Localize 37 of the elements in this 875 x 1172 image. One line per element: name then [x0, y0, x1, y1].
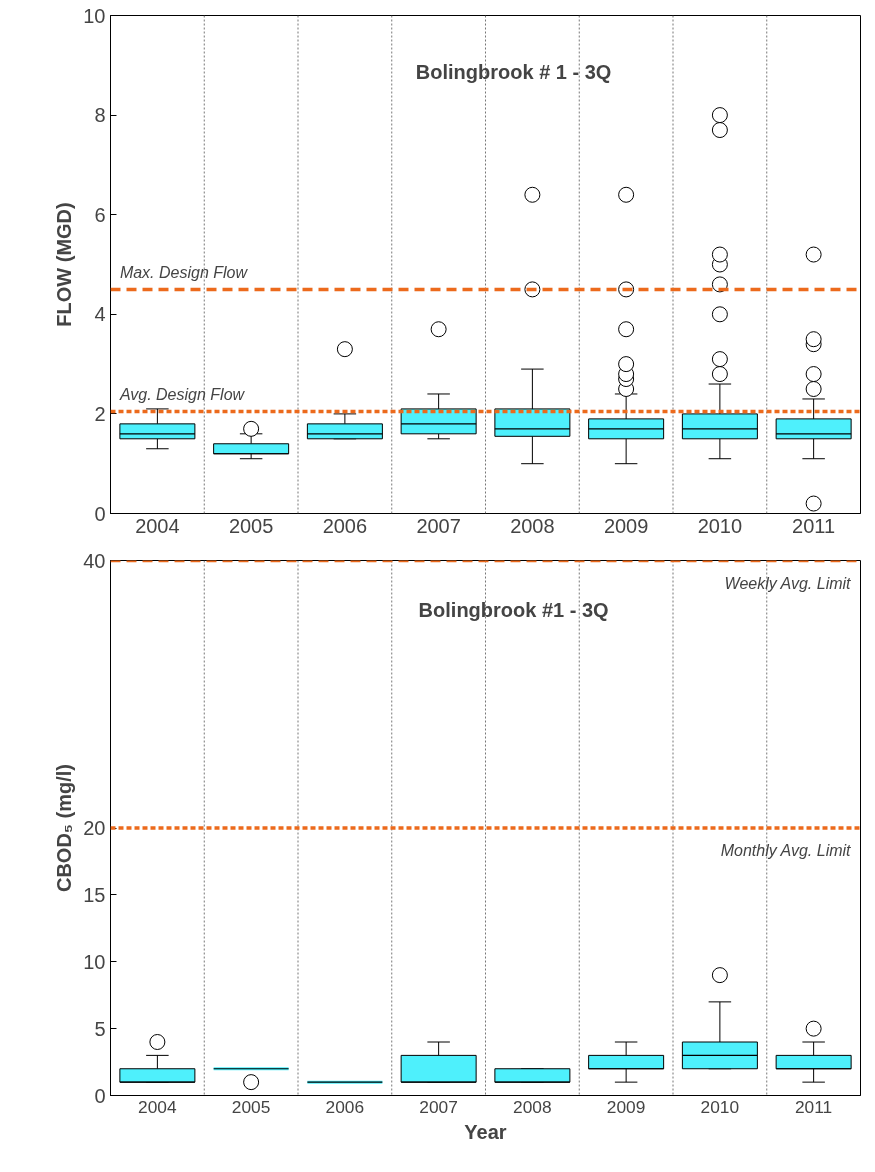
- ref-line-label: Max. Design Flow: [119, 264, 249, 282]
- ref-line-label: Weekly Avg. Limit: [724, 574, 852, 592]
- x-tick-label: 2006: [325, 1096, 365, 1117]
- y-axis-title: CBOD₅ (mg/l): [53, 763, 76, 893]
- y-tick-label: 8: [94, 104, 106, 127]
- x-tick-label: 2009: [603, 514, 649, 537]
- x-tick-label: 2011: [792, 514, 836, 537]
- y-axis-title: FLOW (MGD): [53, 202, 76, 327]
- y-tick-label: 5: [94, 1017, 106, 1040]
- x-tick-label: 2004: [138, 1096, 178, 1117]
- y-tick-label: 10: [83, 950, 106, 973]
- y-tick-label: 0: [94, 502, 106, 525]
- y-tick-label: 40: [83, 549, 106, 572]
- text: Bolingbrook #1 - 3Q: [418, 598, 609, 621]
- x-tick-label: 2011: [794, 1096, 833, 1117]
- y-tick-label: 2: [94, 402, 106, 425]
- ref-line-label: Monthly Avg. Limit: [720, 842, 852, 859]
- y-tick-label: 15: [83, 883, 106, 906]
- y-tick-label: 20: [83, 817, 106, 839]
- x-tick-label: 2009: [606, 1096, 646, 1117]
- y-tick-label: 4: [94, 303, 106, 326]
- x-tick-label: 2004: [135, 514, 180, 537]
- x-tick-label: 2005: [231, 1096, 271, 1117]
- x-tick-label: 2010: [700, 1096, 740, 1117]
- x-tick-label: 2007: [416, 514, 461, 537]
- x-tick-label: 2006: [322, 514, 368, 537]
- x-axis-title: Year: [464, 1120, 507, 1143]
- x-tick-label: 2008: [510, 514, 555, 537]
- x-tick-label: 2010: [697, 514, 743, 537]
- y-tick-label: 0: [94, 1084, 106, 1107]
- y-tick-label: 6: [94, 203, 106, 226]
- x-tick-label: 2007: [419, 1096, 458, 1117]
- x-tick-label: 2008: [513, 1096, 552, 1117]
- y-tick-label: 10: [83, 4, 106, 27]
- text: Bolingbrook # 1 - 3Q: [415, 60, 612, 83]
- ref-line-label: Avg. Design Flow: [118, 386, 246, 404]
- x-tick-label: 2005: [228, 514, 274, 537]
